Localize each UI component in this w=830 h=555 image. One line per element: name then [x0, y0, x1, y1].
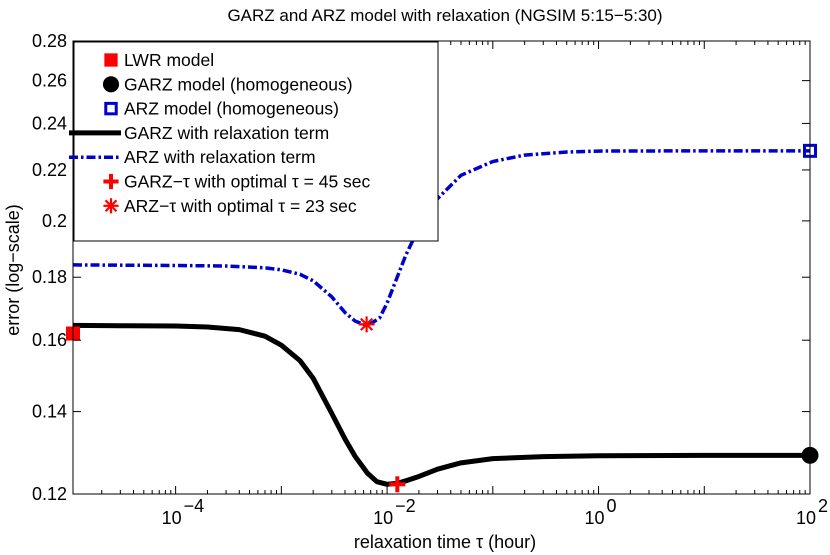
legend-symbol	[104, 53, 118, 67]
x-tick-exponent: −4	[184, 496, 205, 516]
y-axis-label: error (log−scale)	[3, 204, 23, 336]
legend-item: LWR model	[104, 50, 214, 70]
legend-item: ARZ with relaxation term	[69, 147, 316, 167]
plot-frame	[72, 40, 811, 495]
series-line-garz-relaxation	[72, 322, 810, 487]
x-tick-label: 10	[373, 508, 393, 528]
legend-label: ARZ model (homogeneous)	[124, 99, 339, 119]
legend: LWR model GARZ model (homogeneous) ARZ mod…	[69, 41, 439, 242]
series-line-arz-relaxation	[72, 149, 810, 327]
legend-item: ARZ−τ with optimal τ = 23 sec	[103, 196, 357, 216]
x-tick-label: 10	[162, 508, 182, 528]
legend-label: GARZ−τ with optimal τ = 45 sec	[124, 172, 371, 192]
legend-label: ARZ with relaxation term	[124, 147, 316, 167]
y-tick-label: 0.2	[42, 211, 67, 231]
chart-title: GARZ and ARZ model with relaxation (NGSI…	[227, 6, 662, 25]
y-tick-label: 0.22	[32, 160, 67, 180]
y-tick-label: 0.18	[32, 267, 67, 287]
legend-symbol	[103, 198, 119, 214]
y-tick-label: 0.12	[32, 484, 67, 504]
legend-item: ARZ model (homogeneous)	[104, 99, 339, 119]
legend-label: ARZ−τ with optimal τ = 23 sec	[124, 196, 357, 216]
arz-optimal-marker	[358, 316, 375, 333]
garz-optimal-marker	[389, 476, 406, 493]
legend-symbol	[103, 173, 119, 190]
x-tick-exponent: 0	[607, 496, 617, 516]
x-tick-label: 10	[796, 508, 816, 528]
x-axis-label: relaxation time τ (hour)	[354, 532, 536, 552]
legend-item: GARZ−τ with optimal τ = 45 sec	[103, 172, 371, 192]
legend-symbol	[102, 76, 120, 93]
legend-label: GARZ model (homogeneous)	[124, 74, 353, 94]
y-tick-label: 0.14	[32, 402, 67, 422]
x-tick-exponent: −2	[395, 496, 416, 516]
legend-label: GARZ with relaxation term	[124, 123, 329, 143]
y-tick-label: 0.28	[32, 31, 67, 51]
axes: 10−410−21001020.120.140.160.180.20.220.2…	[32, 31, 828, 528]
legend-symbol-d	[104, 199, 118, 213]
legend-item: GARZ model (homogeneous)	[102, 74, 353, 94]
x-tick-label: 10	[585, 508, 605, 528]
legend-symbol	[104, 101, 118, 116]
y-tick-label: 0.24	[32, 113, 67, 133]
legend-item: GARZ with relaxation term	[69, 123, 329, 143]
y-tick-label: 0.16	[32, 330, 67, 350]
y-tick-label: 0.26	[32, 71, 67, 91]
plot-area	[66, 143, 819, 493]
legend-box	[73, 41, 439, 242]
arz-optimal-marker-d	[360, 317, 374, 331]
legend-label: LWR model	[124, 50, 214, 70]
x-tick-exponent: 2	[818, 496, 828, 516]
